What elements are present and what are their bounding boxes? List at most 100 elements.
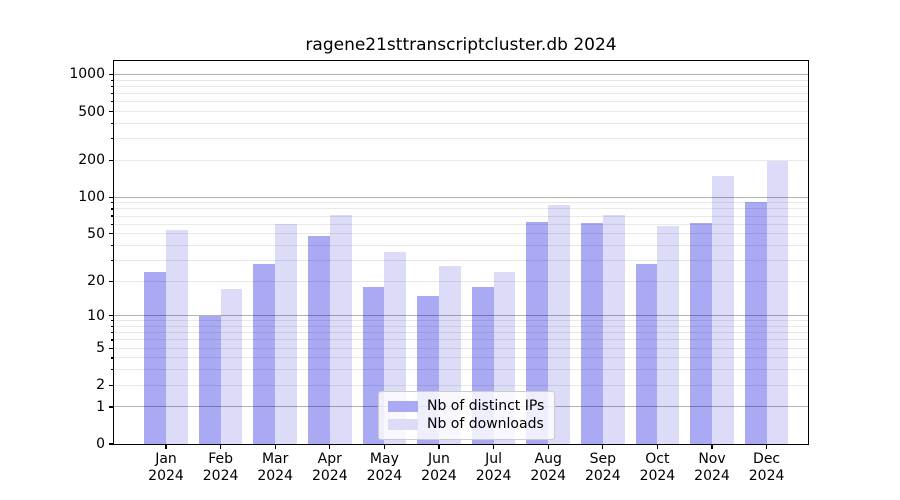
y-tick-mark bbox=[109, 73, 113, 76]
gridline-minor bbox=[114, 357, 808, 359]
x-tick-mark bbox=[766, 445, 768, 449]
gridline-minor bbox=[114, 85, 808, 87]
gridline-minor bbox=[114, 320, 808, 322]
bar-distinct-ips-dec bbox=[744, 201, 767, 444]
y-minor-tick-mark bbox=[110, 244, 113, 246]
x-tick-mark bbox=[220, 445, 222, 449]
y-minor-tick-mark bbox=[110, 332, 113, 334]
gridline-minor bbox=[114, 233, 808, 235]
y-minor-tick-mark bbox=[110, 215, 113, 217]
x-tick-mark bbox=[165, 445, 167, 449]
y-minor-tick-mark bbox=[110, 208, 113, 210]
x-tick-label: Oct 2024 bbox=[639, 451, 676, 484]
gridline-minor bbox=[114, 202, 808, 204]
x-tick-mark bbox=[383, 445, 385, 449]
y-tick-label: 50 bbox=[87, 225, 105, 242]
x-tick-mark bbox=[493, 445, 495, 449]
bar-distinct-ips-aug bbox=[526, 222, 549, 444]
x-tick-label: Apr 2024 bbox=[311, 451, 348, 484]
x-tick-label: Jun 2024 bbox=[421, 451, 457, 484]
y-tick-label: 2 bbox=[96, 377, 105, 394]
legend-swatch bbox=[388, 419, 418, 430]
y-tick-label: 10 bbox=[87, 307, 105, 324]
bar-distinct-ips-apr bbox=[308, 235, 330, 444]
y-tick-label: 1000 bbox=[69, 66, 105, 83]
gridline-minor bbox=[114, 138, 808, 140]
gridline-minor bbox=[114, 244, 808, 246]
y-minor-tick-mark bbox=[110, 369, 113, 371]
bar-distinct-ips-sep bbox=[581, 223, 603, 444]
gridline-minor bbox=[114, 384, 808, 386]
bar-downloads-mar bbox=[275, 224, 297, 444]
x-tick-mark bbox=[711, 445, 713, 449]
gridline-major bbox=[114, 315, 808, 317]
y-tick-label: 200 bbox=[78, 152, 105, 169]
x-tick-label: Feb 2024 bbox=[202, 451, 239, 484]
x-tick-label: Aug 2024 bbox=[530, 451, 567, 484]
legend-item-distinct-ips: Nb of distinct IPs bbox=[388, 398, 544, 415]
gridline-minor bbox=[114, 325, 808, 327]
y-minor-tick-mark bbox=[110, 79, 113, 81]
x-tick-label: Jul 2024 bbox=[475, 451, 512, 484]
y-minor-tick-mark bbox=[110, 202, 113, 204]
gridline-minor bbox=[114, 208, 808, 210]
y-tick-mark bbox=[109, 280, 113, 282]
bar-distinct-ips-feb bbox=[198, 315, 221, 444]
x-tick-mark bbox=[656, 445, 658, 449]
y-tick-label: 20 bbox=[87, 273, 105, 290]
y-tick-mark bbox=[109, 159, 113, 161]
x-tick-mark bbox=[274, 445, 276, 449]
gridline-minor bbox=[114, 122, 808, 124]
bar-downloads-apr bbox=[329, 214, 352, 444]
legend-item-downloads: Nb of downloads bbox=[388, 416, 544, 433]
bar-downloads-aug bbox=[548, 205, 570, 444]
y-tick-mark bbox=[109, 233, 113, 235]
gridline-minor bbox=[114, 259, 808, 261]
gridline-minor bbox=[114, 215, 808, 217]
gridline-minor bbox=[114, 93, 808, 95]
y-minor-tick-mark bbox=[110, 357, 113, 359]
y-tick-label: 1 bbox=[96, 398, 105, 415]
x-tick-label: Nov 2024 bbox=[694, 451, 730, 484]
x-tick-label: Dec 2024 bbox=[748, 451, 785, 484]
x-tick-label: Jan 2024 bbox=[148, 451, 184, 484]
y-tick-mark bbox=[109, 406, 113, 408]
legend-label: Nb of downloads bbox=[427, 416, 544, 432]
x-tick-mark bbox=[329, 445, 331, 449]
gridline-minor bbox=[114, 369, 808, 371]
bar-distinct-ips-mar bbox=[253, 263, 276, 444]
x-tick-mark bbox=[547, 445, 549, 449]
bar-downloads-oct bbox=[657, 225, 680, 444]
y-tick-label: 500 bbox=[78, 103, 105, 120]
y-tick-label: 0 bbox=[96, 436, 105, 452]
bar-downloads-dec bbox=[766, 161, 789, 444]
x-tick-mark bbox=[602, 445, 604, 449]
bar-downloads-jan bbox=[166, 229, 188, 444]
y-tick-mark bbox=[109, 443, 113, 445]
gridline-minor bbox=[114, 347, 808, 349]
y-minor-tick-mark bbox=[110, 223, 113, 225]
bar-distinct-ips-jan bbox=[144, 271, 166, 444]
gridline-minor bbox=[114, 280, 808, 282]
gridline-major bbox=[114, 73, 808, 75]
y-minor-tick-mark bbox=[110, 85, 113, 87]
gridline-minor bbox=[114, 332, 808, 334]
y-tick-label: 5 bbox=[96, 340, 105, 357]
bar-downloads-nov bbox=[712, 176, 734, 444]
y-minor-tick-mark bbox=[110, 101, 113, 103]
gridline-major bbox=[114, 196, 808, 198]
bar-downloads-feb bbox=[220, 289, 243, 444]
y-minor-tick-mark bbox=[110, 339, 113, 341]
y-minor-tick-mark bbox=[110, 320, 113, 322]
y-tick-label: 100 bbox=[78, 189, 105, 206]
legend-swatch bbox=[388, 401, 418, 412]
y-minor-tick-mark bbox=[110, 325, 113, 328]
gridline-minor bbox=[114, 111, 808, 112]
y-tick-mark bbox=[109, 110, 113, 113]
x-tick-mark bbox=[438, 445, 440, 449]
y-minor-tick-mark bbox=[110, 259, 113, 261]
gridline-minor bbox=[114, 159, 808, 161]
gridlines-layer bbox=[114, 61, 808, 444]
x-tick-label: May 2024 bbox=[366, 451, 403, 484]
